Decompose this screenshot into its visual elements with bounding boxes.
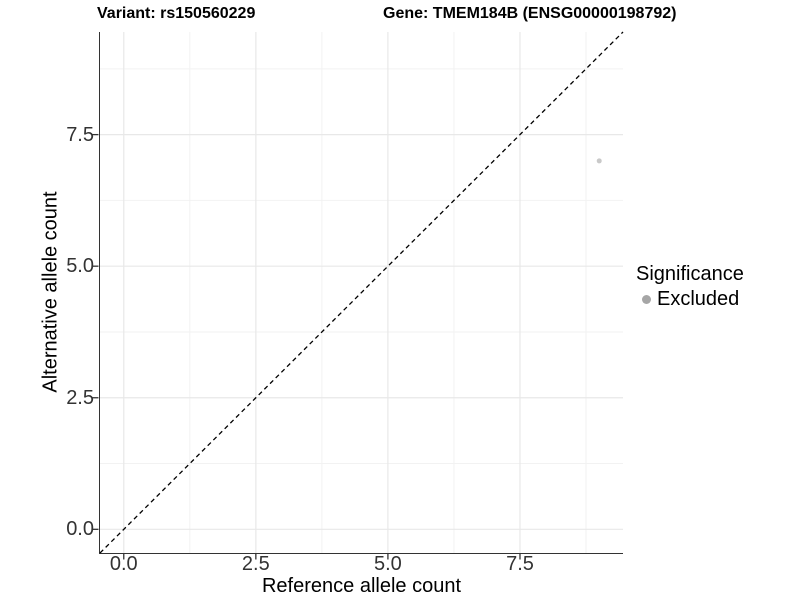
y-tick-label: 7.5 xyxy=(66,123,94,146)
plot-area xyxy=(91,31,623,560)
y-tick-label: 5.0 xyxy=(66,255,94,278)
legend-entry-label: Excluded xyxy=(657,288,740,310)
y-tick-label: 2.5 xyxy=(66,386,94,409)
legend-key-dot-icon xyxy=(642,295,651,304)
x-tick-label: 2.5 xyxy=(241,553,270,575)
plot-title-gene: Gene: TMEM184B (ENSG00000198792) xyxy=(383,5,677,22)
legend-entry: Excluded xyxy=(636,287,744,312)
x-tick-label: 7.5 xyxy=(506,553,534,575)
y-tick-label: 0.0 xyxy=(66,518,94,541)
x-tick-label: 5.0 xyxy=(374,553,402,575)
legend: Significance Excluded xyxy=(636,262,744,312)
data-point xyxy=(596,158,602,164)
x-axis-title: Reference allele count xyxy=(261,575,461,597)
x-tick-label: 0.0 xyxy=(109,553,138,575)
identity-reference-line xyxy=(99,31,623,554)
y-axis-title: Alternative allele count xyxy=(39,191,62,393)
plot-title-variant: Variant: rs150560229 xyxy=(97,5,256,22)
legend-title: Significance xyxy=(636,263,744,285)
plot-panel xyxy=(91,31,623,560)
